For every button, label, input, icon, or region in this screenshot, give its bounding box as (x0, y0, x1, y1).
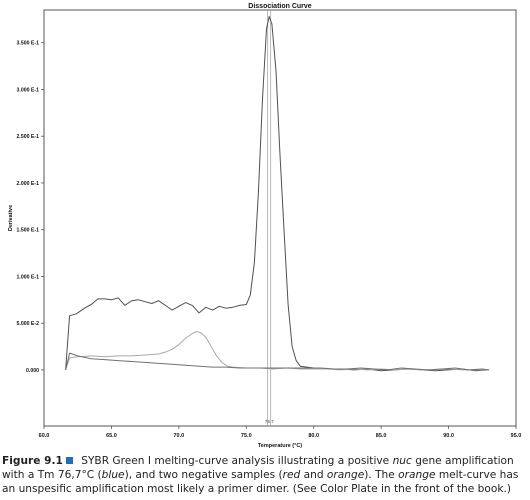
x-tick-label: 85.0 (376, 433, 387, 439)
caption-text-3: gene amplification with a Tm 76,7°C ( (2, 455, 514, 481)
caption-text-7: and (300, 469, 327, 481)
y-tick-label: 2.000 E-1 (17, 181, 40, 187)
y-tick-label: 5.000 E-2 (17, 321, 40, 327)
series-line-2 (65, 331, 489, 371)
chart-background (0, 0, 530, 450)
caption-square-icon (65, 457, 73, 464)
series-layer (65, 16, 490, 372)
x-tick-label: 75.0 (241, 433, 252, 439)
chart-title: Dissociation Curve (248, 3, 312, 10)
plot-frame (43, 9, 517, 427)
y-tick-label: 1.500 E-1 (17, 228, 40, 234)
y-tick-label: 1.000 E-1 (17, 274, 40, 280)
caption-text-6: red (282, 469, 301, 481)
caption-text-9: ). The (364, 469, 399, 481)
tm-marker: 76.7 (265, 10, 274, 426)
caption-text-4: blue (101, 469, 125, 481)
chart-figure: Dissociation Curve Temperature (°C) Deri… (0, 0, 530, 450)
tm-marker-label: 76.7 (265, 419, 274, 424)
caption-text-1: SYBR Green I melting-curve analysis illu… (77, 455, 393, 467)
caption-text-5: ), and two negative samples ( (124, 469, 283, 481)
caption-text-8: orange (326, 469, 365, 481)
x-axis-label: Temperature (°C) (258, 443, 302, 449)
x-tick-label: 90.0 (443, 433, 454, 439)
series-line-3 (65, 352, 490, 371)
x-tick-label: 60.0 (39, 433, 50, 439)
figure-caption: Figure 9.1 SYBR Green I melting-curve an… (2, 454, 528, 496)
y-tick-label: 0.000 (26, 368, 39, 374)
y-axis-label: Derivative (8, 205, 14, 231)
x-tick-label: 80.0 (308, 433, 319, 439)
x-tick-label: 70.0 (173, 433, 184, 439)
y-tick-label: 3.000 E-1 (17, 87, 40, 93)
axis-ticks: 60.0 65.0 70.0 75.0 80.0 85.0 90.0 95.0 0.000 5.0… (17, 41, 522, 439)
y-tick-label: 2.500 E-1 (17, 134, 40, 140)
caption-label: Figure 9.1 (2, 455, 63, 467)
caption-text-2: nuc (392, 455, 412, 467)
x-tick-label: 65.0 (106, 433, 117, 439)
caption-text-11: melt-curve has an unspesific amplificati… (2, 469, 519, 495)
dissociation-curve-chart: Dissociation Curve Temperature (°C) Deri… (0, 0, 530, 450)
x-tick-label: 95.0 (511, 433, 522, 439)
caption-text-10: orange (398, 469, 436, 481)
y-tick-label: 3.500 E-1 (17, 41, 40, 47)
